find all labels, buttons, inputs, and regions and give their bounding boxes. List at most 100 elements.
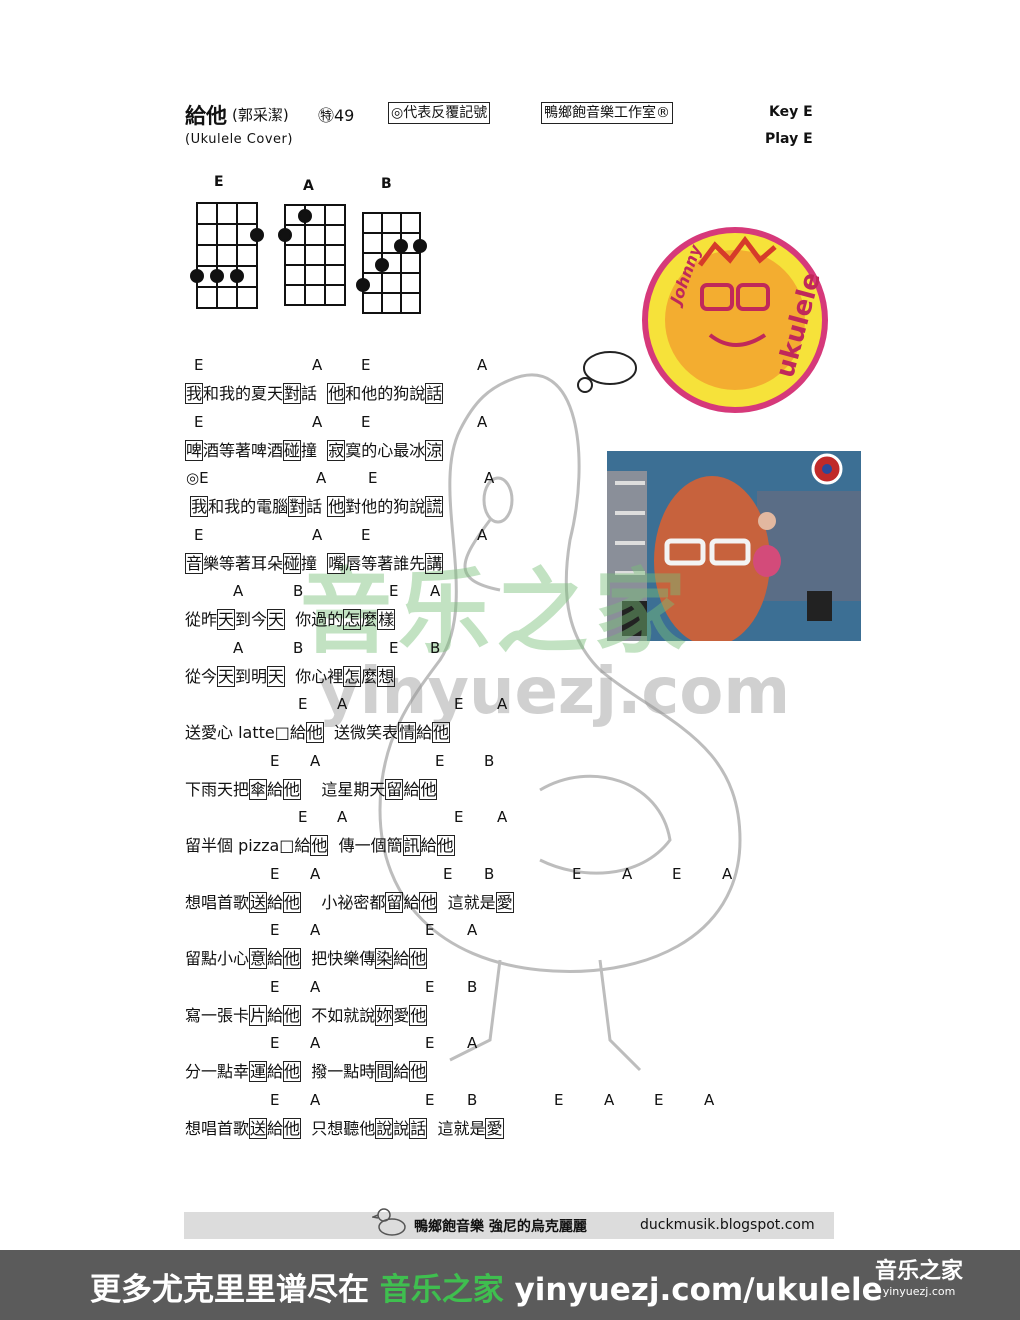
lyric-text: 到今 [235,610,268,629]
lyric-text: 送愛心 latte□給 [185,723,306,742]
chord-symbol: A [477,413,488,431]
lyric-line: 從昨天到今天 你過的怎麼樣 [185,609,396,635]
chord-symbol: E [389,582,399,600]
chord-symbol: B [293,582,304,600]
accented-syllable: 他 [283,779,302,800]
lyric-text: 你過的 [285,610,344,629]
lyric-text: 話 [301,384,328,403]
chord-symbol: E [389,639,399,657]
accented-syllable: 啤 [185,440,204,461]
lyric-line: 下雨天把傘給他 這星期天留給他 [185,779,438,805]
chord-symbol: A [310,1091,321,1109]
accented-syllable: 天 [217,666,236,687]
chord-symbol: A [310,865,321,883]
chord-symbol: E [298,695,308,713]
accented-syllable: 嘴 [327,553,346,574]
duck-outline-watermark [378,351,742,1072]
lyric-text: 撥一點時 [301,1062,376,1081]
chord-symbol: A [312,413,323,431]
chord-symbol: E [194,413,204,431]
chord-diagram-e [190,202,264,309]
lyric-text: 分一點幸 [185,1062,250,1081]
lyric-text: 樂等著耳朵 [203,554,284,573]
lyric-text: 和他的狗說 [345,384,426,403]
chord-symbol: E [270,1034,280,1052]
accented-syllable: 話 [409,1118,428,1139]
chord-symbol: E [572,865,582,883]
lyric-line: 啤酒等著啤酒碰撞 寂寞的心最冰涼 [185,440,444,466]
accented-syllable: 染 [375,948,394,969]
chord-symbol: B [293,639,304,657]
accented-syllable: 他 [283,948,302,969]
banner-url[interactable]: yinyuezj.com/ukulele [514,1272,883,1308]
accented-syllable: 間 [375,1061,394,1082]
lyric-line: 從今天到明天 你心裡怎麼想 [185,666,396,692]
chord-diagrams [190,202,427,314]
chord-symbol: E [270,978,280,996]
watermark-url: yinyuezj.com [318,655,790,729]
chord-symbol: A [722,865,733,883]
accented-syllable: 運 [249,1061,268,1082]
chord-symbol: E [435,752,445,770]
subtitle: (Ukulele Cover) [185,132,293,147]
footer-bar [184,1212,834,1239]
chord-symbol: E [270,752,280,770]
lyric-text: 給 [267,780,284,799]
accented-syllable: 留 [385,779,404,800]
chord-diagram-b [356,212,427,314]
chord-symbol: E [361,526,371,544]
accented-syllable: 音 [185,553,204,574]
footer-url[interactable]: duckmusik.blogspot.com [640,1217,815,1233]
duck-icon [372,1208,406,1236]
accented-syllable: 怎 [343,666,362,687]
chord-symbol: A [337,808,348,826]
accented-syllable: 寂 [327,440,346,461]
lyric-text: 留點小心 [185,949,250,968]
footer-label: 鴨鄉飽音樂 強尼的烏克麗麗 [414,1219,587,1235]
repeat-note: ◎代表反覆記號 [388,102,491,124]
bottom-banner [0,1250,1020,1320]
chord-symbol: A [310,978,321,996]
accented-syllable: 怎 [343,609,362,630]
accented-syllable: 留 [385,892,404,913]
accented-syllable: 意 [249,948,268,969]
chord-symbol: A [604,1091,615,1109]
accented-syllable: 他 [327,496,346,517]
accented-syllable: 送 [249,892,268,913]
chord-symbol: A [704,1091,715,1109]
accented-syllable: 說 [375,1118,394,1139]
accented-syllable: 片 [249,1005,268,1026]
lyric-text: 從今 [185,667,218,686]
lyric-text: 給 [403,893,420,912]
lyric-text: 把快樂傳 [301,949,376,968]
chord-symbol: E [361,413,371,431]
lyric-text: 這就是 [427,1119,486,1138]
chord-symbol: A [310,1034,321,1052]
accented-syllable: 他 [419,779,438,800]
key-label: Key E [769,104,813,120]
accented-syllable: 他 [409,1061,428,1082]
chord-symbol: A [484,469,495,487]
lyric-text: 你心裡 [285,667,344,686]
lyric-text: 酒等著啤酒 [203,441,284,460]
chord-symbol: ◎E [186,469,209,487]
lyric-text: 撞 [301,554,328,573]
accented-syllable: 他 [310,835,329,856]
banner-text: 更多尤克里里谱尽在 音乐之家 yinyuezj.com/ukulele [90,1264,883,1309]
chord-symbol: E [554,1091,564,1109]
cover-photo [607,451,861,641]
chord-symbol: A [337,695,348,713]
lyric-text: 給 [267,949,284,968]
lyric-text: 和我的夏天 [203,384,284,403]
lyric-line: 想唱首歌送給他 小祕密都留給他 這就是愛 [185,892,514,918]
accented-syllable: 他 [432,722,451,743]
chord-symbol: A [430,582,441,600]
banner-logo-cn: 音乐之家 [875,1259,964,1284]
chord-symbol: E [454,695,464,713]
accented-syllable: 我 [190,496,209,517]
lyric-text: 說 [393,1119,410,1138]
song-title: 給他 [185,104,227,128]
chord-symbol: E [443,865,453,883]
accented-syllable: 謊 [425,496,444,517]
accented-syllable: 他 [283,1005,302,1026]
